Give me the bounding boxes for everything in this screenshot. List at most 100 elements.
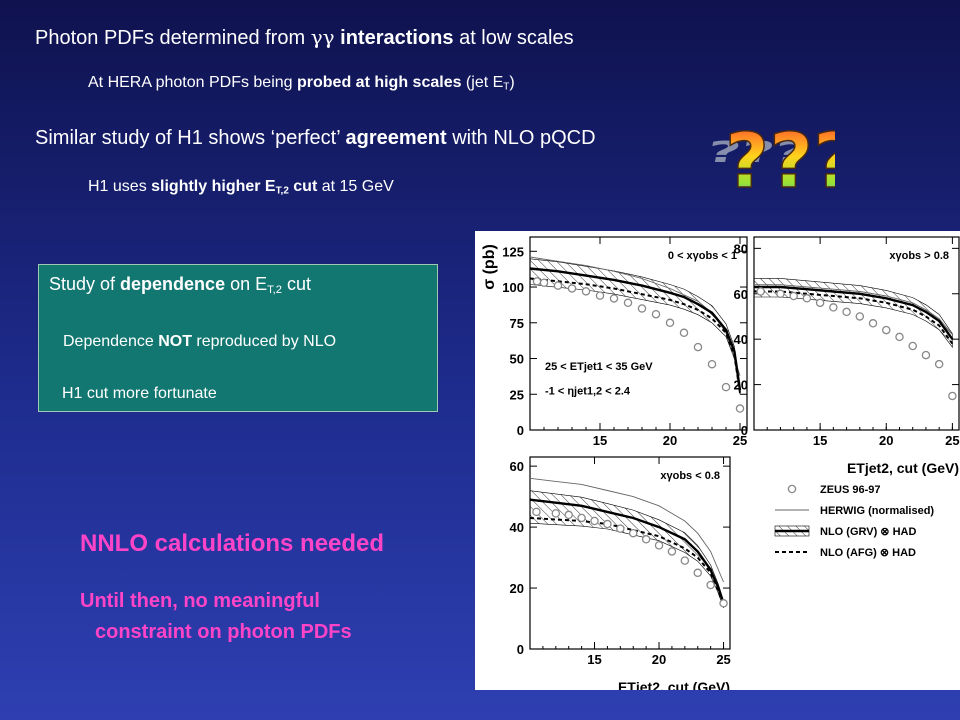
box-title-end: cut bbox=[282, 274, 312, 294]
zeus-data-point bbox=[707, 359, 717, 369]
x-tick-label: 15 bbox=[813, 433, 827, 448]
herwig-line bbox=[529, 477, 724, 583]
line3-bold: agreement bbox=[345, 127, 447, 149]
nlo-afg-line bbox=[529, 277, 741, 393]
zeus-data-point bbox=[776, 289, 785, 299]
question-marks-text: ??? bbox=[725, 116, 835, 195]
x-tick-label: 20 bbox=[663, 433, 677, 448]
question-marks-wordart: ??? ??? bbox=[705, 115, 835, 195]
nlo-grv-line bbox=[529, 498, 725, 604]
zeus-data-point bbox=[719, 599, 728, 608]
nlo-grv-line bbox=[529, 267, 742, 391]
until-line-2: constraint on photon PDFs bbox=[95, 621, 352, 643]
line2-post: (jet E bbox=[461, 74, 504, 91]
y-tick-label: 40 bbox=[734, 332, 748, 347]
zeus-data-point bbox=[706, 580, 715, 590]
zeus-data-point bbox=[564, 510, 573, 520]
box-line-2: Dependence NOT reproduced by NLO bbox=[63, 333, 336, 351]
line4-pre: H1 uses bbox=[88, 178, 152, 195]
zeus-data-point bbox=[855, 312, 865, 321]
x-tick-label: 25 bbox=[945, 433, 959, 448]
line1-pre: Photon PDFs determined from bbox=[35, 27, 311, 49]
zeus-data-point bbox=[895, 332, 904, 342]
plot-frame bbox=[529, 456, 731, 650]
zeus-data-point bbox=[680, 556, 690, 565]
zeus-data-point bbox=[802, 294, 812, 303]
y-axis-label: σ (pb) bbox=[481, 244, 498, 290]
box-title-sub: T,2 bbox=[267, 283, 282, 296]
legend-label: NLO (AFG) ⊗ HAD bbox=[820, 547, 916, 559]
line2-end: ) bbox=[509, 74, 515, 91]
x-tick-label: 15 bbox=[593, 433, 607, 448]
y-tick-label: 75 bbox=[510, 316, 524, 331]
y-tick-label: 40 bbox=[510, 520, 524, 535]
zeus-data-point bbox=[654, 541, 664, 550]
zeus-data-point bbox=[868, 319, 878, 328]
x-tick-label: 20 bbox=[879, 433, 893, 448]
line2-bold: probed at high scales bbox=[297, 74, 462, 91]
zeus-data-point bbox=[641, 535, 651, 544]
legend-label: NLO (GRV) ⊗ HAD bbox=[820, 526, 916, 538]
x-tick-label: 25 bbox=[716, 652, 730, 667]
zeus-data-point bbox=[623, 298, 633, 308]
box-line2-post: reproduced by NLO bbox=[191, 333, 337, 350]
y-tick-label: 0 bbox=[741, 423, 748, 438]
nlo-grv-line bbox=[754, 285, 954, 340]
panel-annotation: xγobs > 0.8 bbox=[889, 250, 949, 262]
zeus-data-point bbox=[581, 287, 591, 296]
heading-line-1: Photon PDFs determined from γγ interacti… bbox=[35, 25, 574, 50]
box-title: Study of dependence on ET,2 cut bbox=[49, 274, 311, 296]
y-tick-label: 0 bbox=[517, 423, 524, 438]
plot-frame bbox=[753, 236, 960, 431]
zeus-data-point bbox=[567, 284, 577, 293]
zeus-data-point bbox=[882, 325, 891, 335]
y-tick-label: 50 bbox=[510, 352, 524, 367]
heading-line-2: At HERA photon PDFs being probed at high… bbox=[88, 74, 515, 92]
line2-sub: T bbox=[503, 81, 510, 93]
nnlo-text: NNLO calculations needed bbox=[80, 530, 385, 557]
nlo-afg-line bbox=[529, 517, 725, 607]
heading-line-3: Similar study of H1 shows ‘perfect’ agre… bbox=[35, 127, 596, 150]
y-tick-label: 0 bbox=[517, 642, 524, 657]
zeus-data-point bbox=[921, 350, 931, 360]
nlo-uncertainty-band bbox=[529, 258, 741, 395]
zeus-data-point bbox=[693, 568, 702, 578]
y-tick-label: 25 bbox=[510, 387, 524, 402]
zeus-data-point bbox=[756, 287, 765, 296]
box-title-post: on E bbox=[225, 274, 268, 294]
box-line2-bold: NOT bbox=[158, 333, 192, 350]
zeus-data-point bbox=[948, 391, 957, 401]
zeus-data-point bbox=[789, 291, 798, 301]
svg-text:???: ??? bbox=[705, 135, 812, 169]
zeus-data-point bbox=[908, 341, 917, 351]
y-tick-label: 60 bbox=[510, 459, 524, 474]
line3-pre: Similar study of H1 shows ‘perfect’ bbox=[35, 127, 346, 149]
heading-line-4: H1 uses slightly higher ET,2 cut at 15 G… bbox=[88, 178, 394, 196]
y-tick-label: 80 bbox=[734, 241, 748, 256]
dependence-box: Study of dependence on ET,2 cut Dependen… bbox=[38, 264, 438, 412]
y-tick-label: 20 bbox=[510, 581, 524, 596]
y-tick-label: 100 bbox=[502, 280, 524, 295]
y-tick-label: 20 bbox=[734, 378, 748, 393]
zeus-data-point bbox=[532, 507, 541, 517]
zeus-data-point bbox=[665, 318, 675, 328]
legend-zeus-symbol bbox=[787, 484, 797, 494]
zeus-data-point bbox=[679, 328, 689, 338]
box-title-pre: Study of bbox=[49, 274, 121, 294]
line4-bold2: cut bbox=[288, 178, 318, 195]
x-tick-label: 25 bbox=[733, 433, 747, 448]
zeus-data-point bbox=[842, 307, 851, 317]
zeus-data-point bbox=[616, 524, 625, 533]
herwig-line bbox=[754, 284, 953, 335]
zeus-data-point bbox=[603, 519, 612, 529]
cut-label-1: 25 < ETjet1 < 35 GeV bbox=[545, 361, 653, 373]
x-tick-label: 15 bbox=[587, 652, 601, 667]
line4-sub: T,2 bbox=[275, 185, 289, 197]
zeus-data-point bbox=[577, 513, 586, 523]
cut-label-2: -1 < ηjet1,2 < 2.4 bbox=[545, 385, 631, 397]
zeus-data-point bbox=[735, 404, 745, 413]
y-tick-label: 60 bbox=[734, 287, 748, 302]
nlo-uncertainty-band bbox=[753, 278, 953, 349]
